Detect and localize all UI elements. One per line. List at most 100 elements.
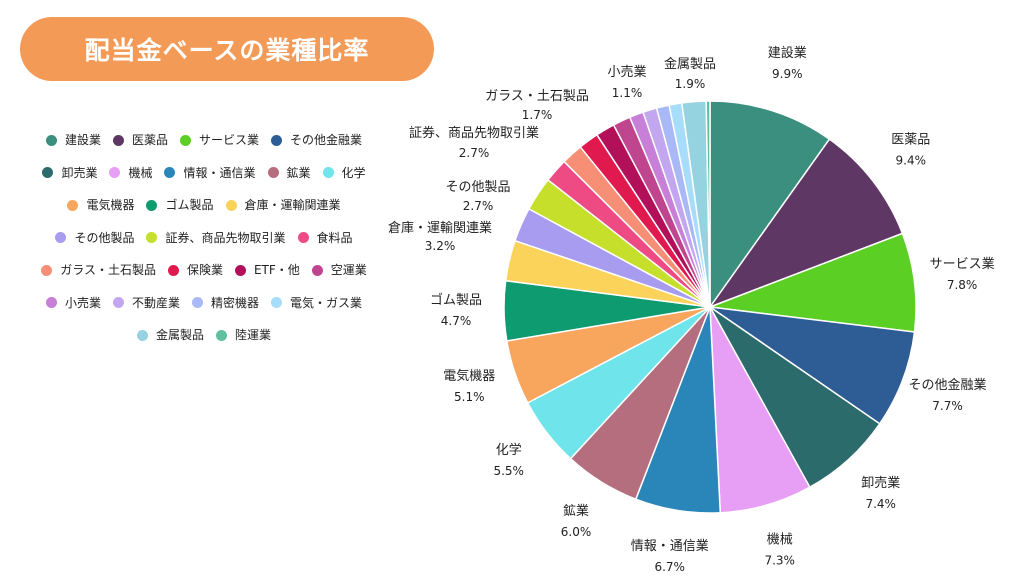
legend-label: 電気・ガス業 xyxy=(290,295,363,310)
legend-swatch xyxy=(216,329,227,341)
legend-item: 精密機器 xyxy=(192,287,259,320)
slice-label-name: 金属製品 xyxy=(664,56,716,72)
legend-swatch xyxy=(311,264,323,276)
legend-swatch xyxy=(164,167,176,179)
slice-label-name: サービス業 xyxy=(930,256,995,272)
legend-swatch xyxy=(42,167,54,179)
slice-label-percent: 7.7% xyxy=(932,399,963,413)
slice-label-name: 化学 xyxy=(496,442,522,458)
legend-item: ETF・他 xyxy=(234,254,300,287)
legend-swatch xyxy=(41,264,53,276)
legend-label: 小売業 xyxy=(64,295,101,310)
slice-label-percent: 7.3% xyxy=(764,553,795,567)
legend-label: サービス業 xyxy=(199,133,260,147)
legend-item: 空運業 xyxy=(311,254,367,287)
legend-label: 陸運業 xyxy=(235,328,272,342)
slice-label-name: 医薬品 xyxy=(891,133,930,148)
legend-item: 倉庫・運輸関連業 xyxy=(225,189,341,222)
legend-item: 情報・通信業 xyxy=(164,157,256,190)
slice-label-percent: 7.4% xyxy=(865,497,896,511)
legend-swatch xyxy=(271,297,283,309)
slice-label-name: その他製品 xyxy=(445,180,510,195)
legend-swatch xyxy=(112,134,124,146)
legend-label: 金属製品 xyxy=(155,328,204,342)
legend-swatch xyxy=(45,134,57,146)
legend-label: 証券、商品先物取引業 xyxy=(165,230,286,245)
slice-label-name: 情報・通信業 xyxy=(631,538,709,554)
slice-label-name: 倉庫・運輸関連業 xyxy=(388,220,492,236)
slice-label-name: ゴム製品 xyxy=(430,292,482,308)
legend-label: ETF・他 xyxy=(253,263,300,277)
legend-item: 卸売業 xyxy=(42,157,97,190)
slice-label-name: 小売業 xyxy=(607,64,646,80)
slice-label-name: 卸売業 xyxy=(861,475,900,491)
legend-item: その他製品 xyxy=(55,222,134,255)
legend-item: 鉱業 xyxy=(267,157,311,190)
legend-label: 化学 xyxy=(341,165,366,180)
legend-label: 不動産業 xyxy=(131,295,180,310)
slice-label-percent: 1.1% xyxy=(612,86,643,100)
legend-swatch xyxy=(136,329,148,341)
legend-label: 空運業 xyxy=(330,263,367,277)
slice-label-percent: 3.2% xyxy=(425,239,456,253)
legend-swatch xyxy=(267,167,279,179)
slice-label-percent: 6.0% xyxy=(561,525,592,539)
pie-slice xyxy=(705,100,711,308)
legend-item: 機械 xyxy=(109,157,152,190)
slice-label-name: ガラス・土石製品 xyxy=(485,89,589,104)
legend-swatch xyxy=(167,264,179,276)
legend-item: ガラス・土石製品 xyxy=(41,254,156,287)
slice-label-percent: 9.9% xyxy=(772,67,803,81)
legend-item: 金属製品 xyxy=(136,319,204,352)
legend-label: ガラス・土石製品 xyxy=(60,263,156,277)
slice-label-name: 機械 xyxy=(767,532,793,547)
legend-label: 保険業 xyxy=(186,263,223,277)
legend-item: 小売業 xyxy=(45,287,101,320)
slice-label-name: 建設業 xyxy=(768,45,807,61)
slice-label-percent: 1.9% xyxy=(675,77,706,91)
legend-label: 食料品 xyxy=(316,230,353,245)
slice-label-percent: 2.7% xyxy=(463,199,494,213)
chart-title: 配当金ベースの業種比率 xyxy=(20,17,434,81)
slice-label-name: 鉱業 xyxy=(563,503,589,519)
legend-swatch xyxy=(146,232,158,244)
legend-label: その他金融業 xyxy=(290,133,363,147)
pie-slice xyxy=(709,232,917,333)
legend-item: 証券、商品先物取引業 xyxy=(146,222,286,255)
legend-label: ゴム製品 xyxy=(165,198,214,212)
legend-item: 電気・ガス業 xyxy=(271,287,362,320)
pie-slice xyxy=(709,306,916,425)
legend-label: 電気機器 xyxy=(86,198,135,212)
slice-label-percent: 2.7% xyxy=(459,146,490,160)
slice-label-name: その他金融業 xyxy=(908,377,986,393)
slice-label-percent: 1.7% xyxy=(522,108,553,122)
legend-label: 情報・通信業 xyxy=(183,165,256,180)
legend-swatch xyxy=(322,167,334,179)
legend: 建設業 医薬品 サービス業 その他金融業 卸売業 機械 情報・通信業 鉱業 化学 電気機器 ゴム製品… xyxy=(40,124,368,352)
legend-swatch xyxy=(180,134,191,146)
legend-item: ゴム製品 xyxy=(146,189,214,222)
legend-swatch xyxy=(192,297,203,309)
slice-label-name: 電気機器 xyxy=(443,368,495,384)
legend-label: 倉庫・運輸関連業 xyxy=(244,198,341,212)
slice-label-percent: 4.7% xyxy=(441,314,472,328)
legend-item: 電気機器 xyxy=(67,189,134,222)
pie-slice xyxy=(709,100,831,310)
legend-swatch xyxy=(109,167,121,179)
legend-item: 不動産業 xyxy=(112,287,180,320)
legend-item: 食料品 xyxy=(297,222,353,255)
slice-label-name: 証券、商品先物取引業 xyxy=(409,125,539,141)
legend-item: 化学 xyxy=(322,157,366,190)
slice-label-percent: 7.8% xyxy=(947,278,978,292)
slice-label-percent: 5.5% xyxy=(493,464,524,478)
legend-swatch xyxy=(55,232,67,244)
slice-label-percent: 9.4% xyxy=(896,154,927,168)
legend-swatch xyxy=(234,264,246,276)
legend-label: 鉱業 xyxy=(286,165,311,180)
legend-label: 機械 xyxy=(128,165,153,180)
legend-item: サービス業 xyxy=(180,124,259,157)
legend-swatch xyxy=(112,297,124,309)
legend-item: 建設業 xyxy=(45,124,101,157)
legend-swatch xyxy=(146,199,158,211)
